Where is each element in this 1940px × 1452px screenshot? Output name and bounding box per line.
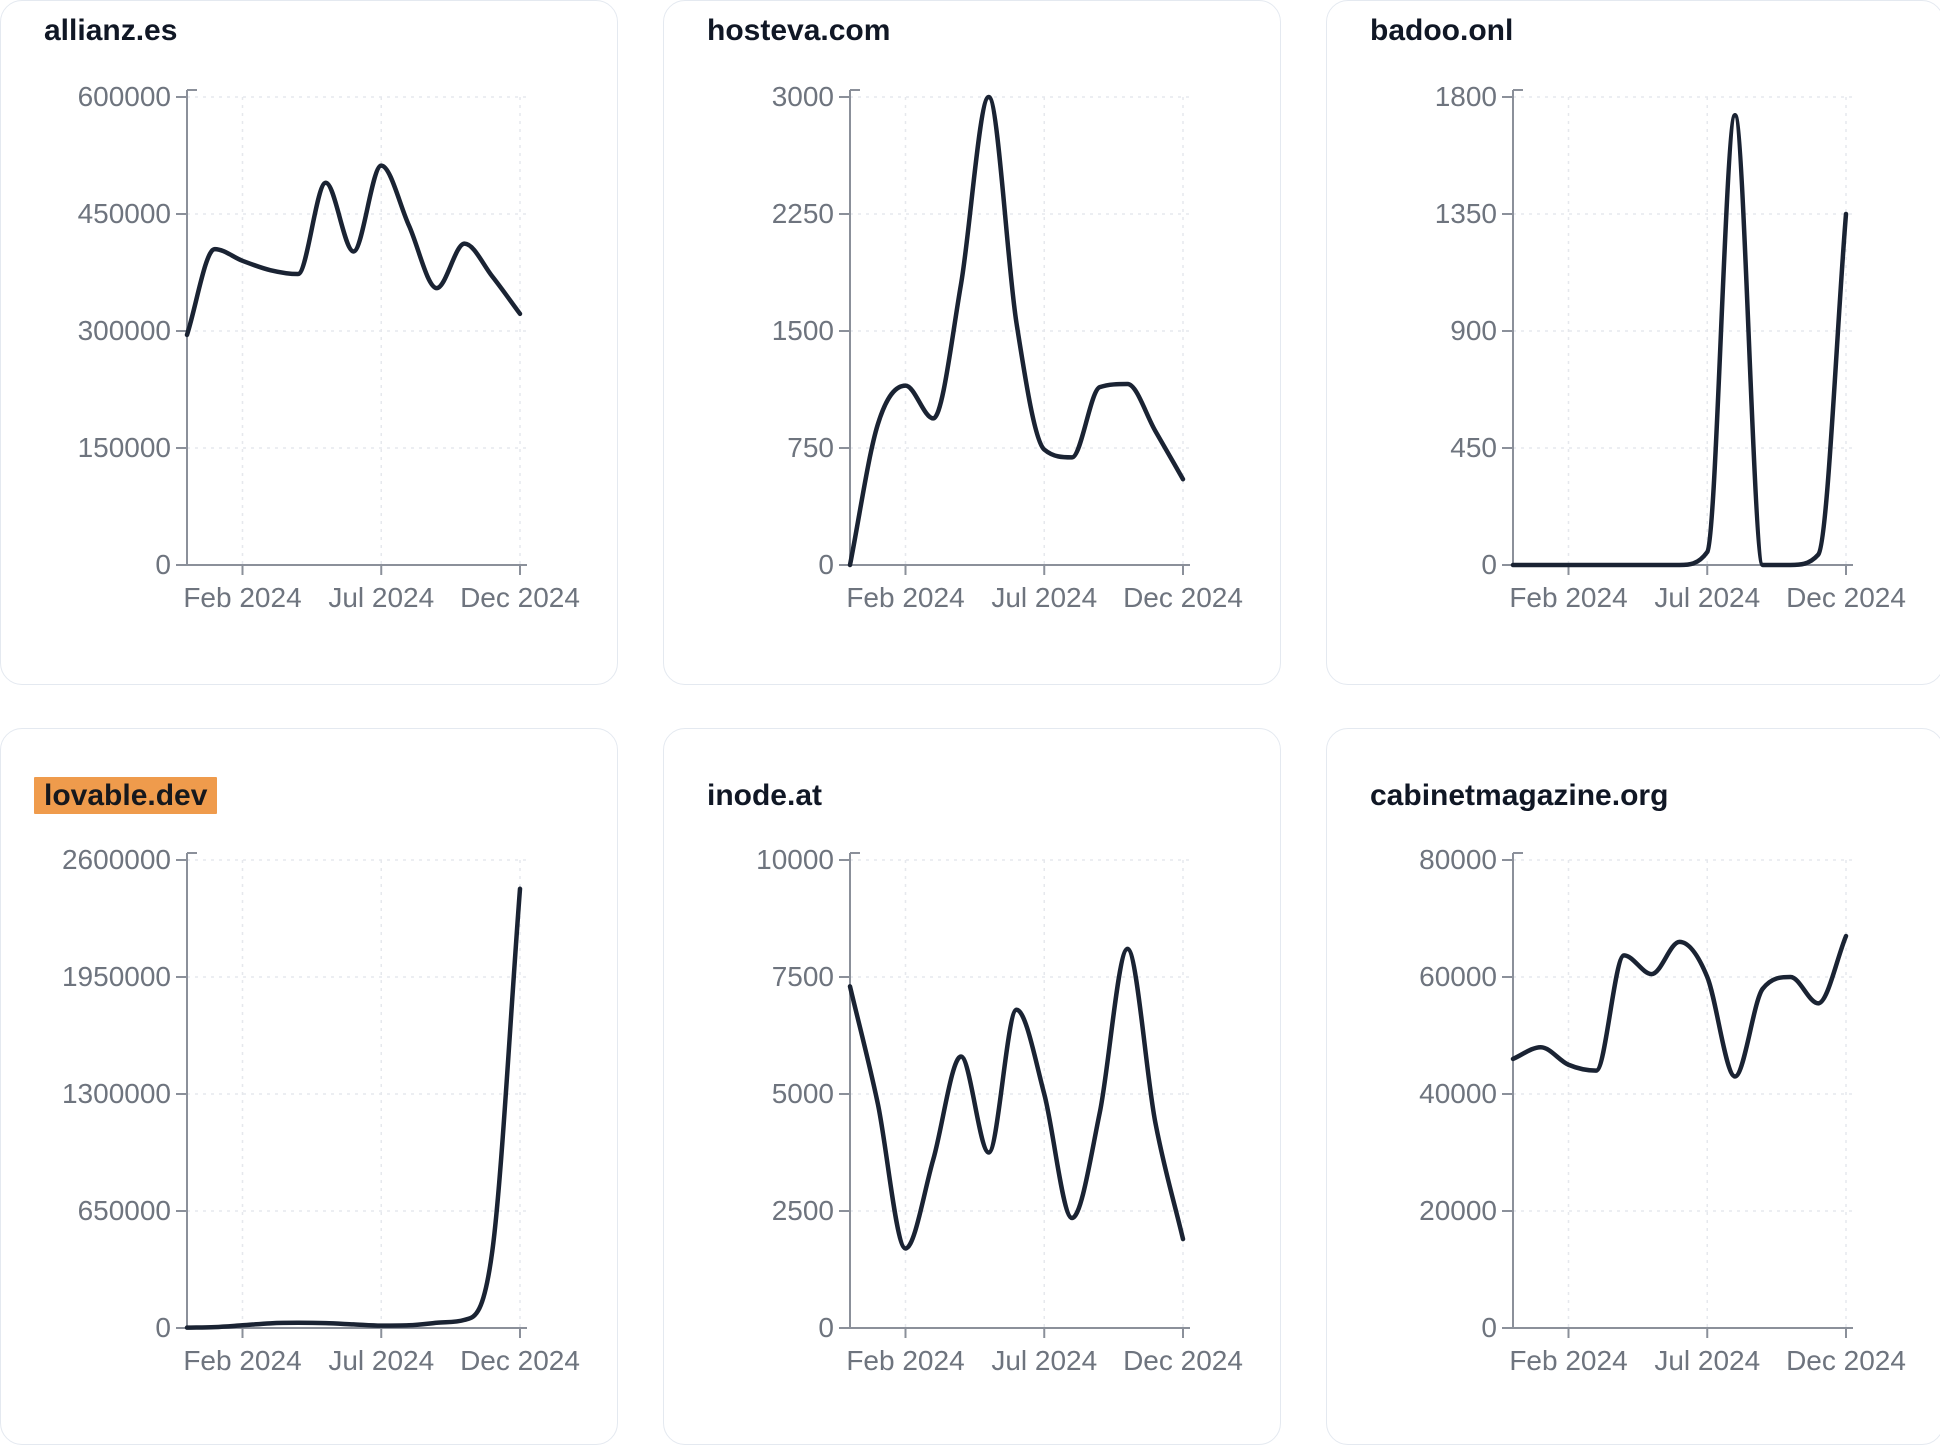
- x-tick-label: Feb 2024: [1509, 1345, 1627, 1376]
- y-tick-label: 650000: [78, 1195, 171, 1226]
- chart-title-text: allianz.es: [44, 14, 178, 47]
- y-tick-label: 7500: [772, 961, 834, 992]
- chart-title-text: lovable.dev: [34, 777, 218, 814]
- chart-card-lovable.dev[interactable]: lovable.dev 0 650000 1300000 1950000 2600000…: [0, 728, 618, 1445]
- chart-title-text: inode.at: [707, 779, 823, 812]
- chart-card-allianz.es[interactable]: allianz.es 0 150000 300000 450000 600000 Feb …: [0, 0, 618, 685]
- chart-title[interactable]: badoo.onl: [1370, 14, 1523, 48]
- y-tick-label: 0: [818, 1312, 834, 1343]
- y-tick-label: 20000: [1419, 1195, 1497, 1226]
- trend-line: [1510, 112, 1849, 568]
- x-tick-label: Dec 2024: [460, 582, 580, 613]
- y-tick-label: 300000: [78, 315, 171, 346]
- x-tick-label: Dec 2024: [460, 1345, 580, 1376]
- gridlines: [850, 859, 1190, 1328]
- y-tick-label: 0: [818, 549, 834, 580]
- chart-card-hosteva.com[interactable]: hosteva.com 0 750 1500 2250 3000 Feb 2024 Jul …: [663, 0, 1281, 685]
- y-tick-label: 80000: [1419, 844, 1497, 875]
- y-tick-label: 900: [1450, 315, 1497, 346]
- line-chart: 0 750 1500 2250 3000 Feb 2024 Jul 2024 Dec 2024: [772, 81, 1243, 613]
- axes: [1502, 852, 1853, 1338]
- chart-title-text: cabinetmagazine.org: [1370, 779, 1669, 812]
- trend-line: [847, 94, 1186, 568]
- x-tick-label: Dec 2024: [1123, 582, 1243, 613]
- axes: [839, 852, 1190, 1338]
- y-tick-label: 0: [1481, 1312, 1497, 1343]
- trend-line: [847, 946, 1186, 1251]
- x-tick-label: Jul 2024: [1654, 1345, 1760, 1376]
- chart-title-highlighted[interactable]: lovable.dev: [34, 777, 218, 814]
- x-tick-label: Feb 2024: [183, 1345, 301, 1376]
- chart-title-text: hosteva.com: [707, 14, 891, 47]
- x-tick-label: Feb 2024: [183, 582, 301, 613]
- chart-title[interactable]: cabinetmagazine.org: [1370, 779, 1678, 813]
- x-tick-label: Feb 2024: [846, 1345, 964, 1376]
- y-tick-label: 750: [787, 432, 834, 463]
- x-tick-label: Jul 2024: [991, 1345, 1097, 1376]
- x-tick-label: Feb 2024: [846, 582, 964, 613]
- y-tick-label: 1500: [772, 315, 834, 346]
- y-tick-label: 10000: [756, 844, 834, 875]
- y-tick-label: 3000: [772, 81, 834, 112]
- trend-line: [1510, 933, 1849, 1079]
- chart-title[interactable]: allianz.es: [44, 14, 187, 48]
- x-tick-label: Dec 2024: [1786, 582, 1906, 613]
- y-tick-label: 600000: [78, 81, 171, 112]
- y-tick-label: 1350: [1435, 198, 1497, 229]
- chart-title[interactable]: hosteva.com: [707, 14, 900, 48]
- y-tick-label: 0: [1481, 549, 1497, 580]
- gridlines: [1513, 96, 1853, 565]
- line-chart: 0 20000 40000 60000 80000 Feb 2024 Jul 2024 Dec…: [1419, 844, 1906, 1376]
- chart-card-inode.at[interactable]: inode.at 0 2500 5000 7500 10000 Feb 2024 Jul 2…: [663, 728, 1281, 1445]
- chart-title-text: badoo.onl: [1370, 14, 1514, 47]
- y-tick-label: 60000: [1419, 961, 1497, 992]
- y-tick-label: 2500: [772, 1195, 834, 1226]
- y-tick-label: 2250: [772, 198, 834, 229]
- line-chart: 0 450 900 1350 1800 Feb 2024 Jul 2024 Dec 2024: [1435, 81, 1906, 613]
- line-chart: 0 650000 1300000 1950000 2600000 Feb 2024 Jul …: [62, 844, 580, 1376]
- y-tick-label: 150000: [78, 432, 171, 463]
- y-tick-label: 5000: [772, 1078, 834, 1109]
- trend-line: [184, 163, 523, 338]
- chart-title[interactable]: inode.at: [707, 779, 832, 813]
- axes: [176, 89, 527, 575]
- line-chart: 0 150000 300000 450000 600000 Feb 2024 Jul 202…: [78, 81, 580, 613]
- y-tick-label: 0: [155, 549, 171, 580]
- x-tick-label: Feb 2024: [1509, 582, 1627, 613]
- line-chart: 0 2500 5000 7500 10000 Feb 2024 Jul 2024 Dec 20…: [756, 844, 1243, 1376]
- trend-line: [184, 886, 523, 1330]
- y-tick-label: 0: [155, 1312, 171, 1343]
- axes: [1502, 89, 1853, 575]
- y-tick-label: 1950000: [62, 961, 171, 992]
- y-tick-label: 1800: [1435, 81, 1497, 112]
- chart-card-badoo.onl[interactable]: badoo.onl 0 450 900 1350 1800 Feb 2024 Jul 202…: [1326, 0, 1940, 685]
- gridlines: [187, 96, 527, 565]
- x-tick-label: Jul 2024: [1654, 582, 1760, 613]
- x-tick-label: Dec 2024: [1123, 1345, 1243, 1376]
- x-tick-label: Jul 2024: [328, 1345, 434, 1376]
- axes: [176, 852, 527, 1338]
- axes: [839, 89, 1190, 575]
- x-tick-label: Jul 2024: [991, 582, 1097, 613]
- y-tick-label: 450000: [78, 198, 171, 229]
- y-tick-label: 450: [1450, 432, 1497, 463]
- chart-card-cabinetmagazine.org[interactable]: cabinetmagazine.org 0 20000 40000 60000 8000…: [1326, 728, 1940, 1445]
- gridlines: [1513, 859, 1853, 1328]
- x-tick-label: Dec 2024: [1786, 1345, 1906, 1376]
- x-tick-label: Jul 2024: [328, 582, 434, 613]
- gridlines: [187, 859, 527, 1328]
- y-tick-label: 2600000: [62, 844, 171, 875]
- y-tick-label: 1300000: [62, 1078, 171, 1109]
- y-tick-label: 40000: [1419, 1078, 1497, 1109]
